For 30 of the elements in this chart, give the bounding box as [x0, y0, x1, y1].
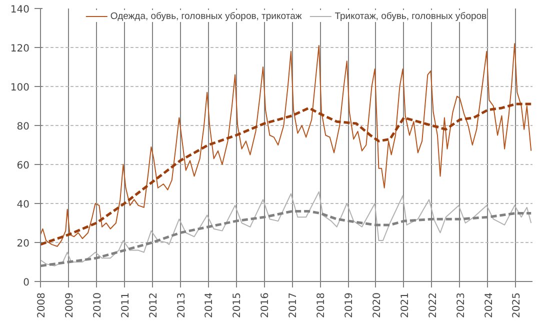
- x-tick-label: 2022: [428, 292, 439, 318]
- legend-label: Трикотаж, обувь, головных уборов: [334, 10, 487, 22]
- x-tick-label: 2023: [456, 292, 467, 318]
- line-series: [40, 102, 532, 246]
- x-tick-label: 2015: [232, 292, 244, 318]
- x-tick-label: 2016: [260, 292, 272, 318]
- x-tick-label: 2017: [288, 292, 300, 318]
- x-tick-label: 2024: [484, 292, 495, 318]
- y-tick-label: 60: [16, 160, 30, 172]
- legend-label: Одежда, обувь, головных уборов, трикотаж: [110, 10, 302, 22]
- x-tick-label: 2021: [400, 292, 411, 318]
- y-tick-label: 20: [16, 238, 30, 250]
- y-tick-label: 40: [16, 200, 30, 210]
- x-tick-label: 2009: [64, 292, 76, 318]
- y-tick-label: 120: [10, 44, 30, 54]
- x-tick-label: 2020: [372, 292, 383, 318]
- line-series: [40, 43, 532, 247]
- x-tick-label: 2012: [148, 292, 160, 318]
- x-tick-label: 2010: [92, 292, 104, 318]
- x-tick-label: 2019: [344, 292, 355, 318]
- y-tick-label: 140: [10, 4, 30, 16]
- x-tick-label: 2025: [512, 292, 523, 318]
- y-tick-label: 100: [10, 82, 30, 94]
- x-tick-label: 2013: [176, 292, 188, 318]
- x-tick-label: 2008: [36, 292, 48, 318]
- x-tick-label: 2014: [204, 292, 216, 318]
- x-tick-label: 2018: [316, 292, 328, 318]
- y-tick-label: 80: [16, 122, 30, 132]
- y-tick-label: 0: [23, 278, 30, 288]
- x-tick-label: 2011: [120, 292, 132, 318]
